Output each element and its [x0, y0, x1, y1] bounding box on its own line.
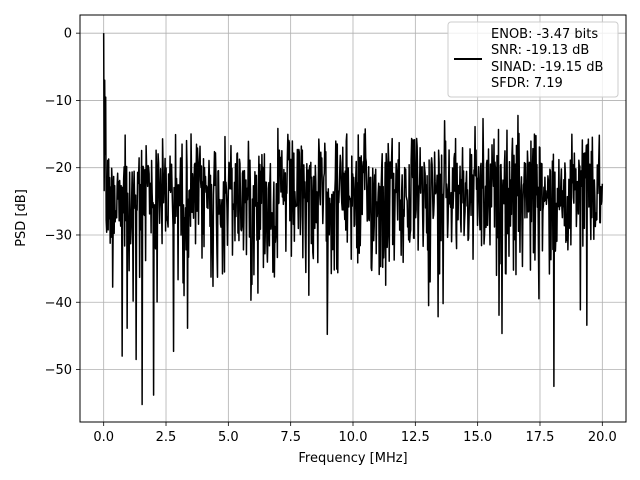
x-tick-label: 20.0 — [588, 430, 617, 445]
series-group — [102, 33, 604, 406]
x-axis-label: Frequency [MHz] — [298, 451, 407, 466]
legend-line-snr: SNR: -19.13 dB — [491, 43, 589, 58]
legend-line-sinad: SINAD: -19.15 dB — [491, 60, 603, 75]
y-tick-label: −50 — [45, 363, 72, 378]
x-tick-label: 2.5 — [156, 430, 177, 445]
y-axis-label: PSD [dB] — [14, 189, 29, 247]
legend: ENOB: -3.47 bits SNR: -19.13 dB SINAD: -… — [447, 21, 619, 98]
y-tick-label: −10 — [45, 94, 72, 109]
legend-line-enob: ENOB: -3.47 bits — [491, 27, 598, 42]
y-tick-label: −40 — [45, 296, 72, 311]
x-tick-label: 5.0 — [218, 430, 239, 445]
y-tick-label: −30 — [45, 228, 72, 243]
series-line-psd — [102, 33, 604, 406]
legend-box — [447, 21, 619, 98]
x-axis-ticks: 0.0 2.5 5.0 7.5 10.0 12.5 15.0 17.5 20.0 — [93, 422, 617, 445]
x-tick-label: 15.0 — [463, 430, 492, 445]
y-tick-label: −20 — [45, 161, 72, 176]
x-tick-label: 7.5 — [280, 430, 301, 445]
y-tick-label: 0 — [64, 27, 72, 42]
x-tick-label: 12.5 — [401, 430, 430, 445]
y-axis-ticks: 0 −10 −20 −30 −40 −50 — [45, 27, 80, 378]
x-tick-label: 0.0 — [93, 430, 114, 445]
x-tick-label: 17.5 — [526, 430, 555, 445]
x-tick-label: 10.0 — [339, 430, 368, 445]
legend-line-sfdr: SFDR: 7.19 — [491, 76, 563, 91]
